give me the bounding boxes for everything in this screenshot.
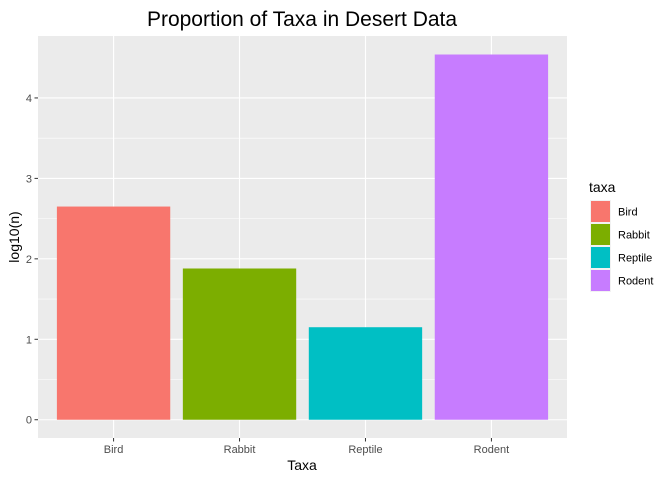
legend-label: Rabbit	[618, 230, 650, 242]
bar-rodent	[434, 54, 549, 420]
legend-label: Rodent	[618, 276, 653, 288]
bar-rabbit	[182, 268, 297, 420]
legend-swatch-reptile	[591, 247, 610, 268]
y-tick-label: 4	[26, 93, 32, 105]
y-tick-label: 3	[26, 173, 32, 185]
legend-swatch-rodent	[591, 270, 610, 291]
y-tick-label: 0	[26, 415, 32, 427]
chart-title: Proportion of Taxa in Desert Data	[147, 8, 457, 31]
x-tick-label: Bird	[104, 444, 124, 456]
bars	[56, 54, 549, 420]
x-tick-label: Reptile	[348, 444, 382, 456]
y-tick-label: 1	[26, 334, 32, 346]
y-tick-label: 2	[26, 254, 32, 266]
y-axis-title: log10(n)	[6, 211, 22, 262]
bar-bird	[56, 206, 171, 420]
legend-swatch-rabbit	[591, 224, 610, 245]
legend-swatch-bird	[591, 201, 610, 222]
legend-items: Bird Rabbit Reptile Rodent	[590, 200, 653, 292]
x-tick-label: Rabbit	[224, 444, 256, 456]
legend: taxa Bird Rabbit Reptile Rodent	[589, 179, 653, 292]
x-axis-title: Taxa	[287, 457, 317, 473]
bar-reptile	[308, 327, 423, 420]
x-tick-label: Rodent	[474, 444, 509, 456]
x-axis-ticks: Bird Rabbit Reptile Rodent	[104, 438, 509, 456]
legend-label: Bird	[618, 207, 638, 219]
y-axis-ticks: 0 1 2 3 4	[26, 93, 38, 427]
legend-label: Reptile	[618, 253, 652, 265]
legend-title: taxa	[589, 179, 616, 195]
